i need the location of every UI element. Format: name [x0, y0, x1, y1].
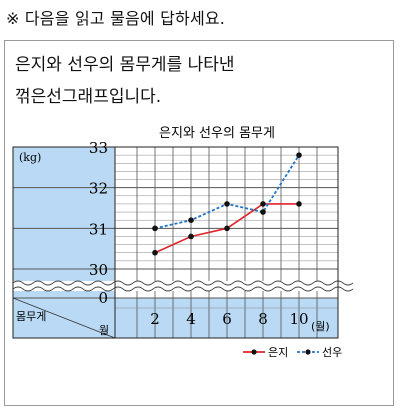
y-tick-label: 30	[89, 261, 108, 279]
x-tick-label: 8	[258, 310, 268, 328]
y-tick-label: 31	[89, 220, 108, 238]
axis-break-gap	[13, 281, 338, 291]
series-1-point	[224, 201, 230, 207]
series-0-point	[296, 201, 302, 207]
question-card: 은지와 선우의 몸무게를 나타낸 꺾은선그래프입니다. 은지와 선우의 몸무게 …	[4, 40, 394, 406]
axis-break-line-bottom	[12, 286, 354, 292]
header-label-weight: 몸무게	[16, 310, 46, 323]
series-0-point	[260, 201, 266, 207]
question-text: 은지와 선우의 몸무게를 나타낸 꺾은선그래프입니다.	[15, 49, 235, 113]
legend-label-1: 선우	[322, 346, 342, 359]
x-tick-label: 4	[186, 310, 196, 328]
x-tick-label: 2	[150, 310, 160, 328]
y-axis-band	[13, 147, 115, 338]
x-axis-band	[115, 298, 338, 338]
legend-marker-0	[251, 349, 257, 355]
chart-title: 은지와 선우의 몸무게	[159, 126, 275, 141]
x-unit-label: (월)	[311, 320, 330, 333]
series-0-point	[152, 249, 158, 256]
x-tick-label: 6	[222, 310, 232, 328]
question-line-1: 은지와 선우의 몸무게를 나타낸	[15, 55, 235, 75]
series-1-point	[152, 225, 158, 232]
series-1-point	[260, 209, 266, 215]
axis-break-line-top	[12, 280, 354, 286]
y-tick-label: 33	[89, 139, 108, 157]
x-tick-label: 10	[289, 310, 308, 328]
instruction-text: ※ 다음을 읽고 물음에 답하세요.	[6, 9, 226, 28]
legend-marker-1	[305, 349, 311, 355]
y-unit-label: (kg)	[19, 151, 41, 164]
series-1-point	[296, 152, 302, 158]
header-label-month: 월	[99, 324, 109, 337]
series-1-point	[188, 217, 194, 223]
question-line-2: 꺾은선그래프입니다.	[15, 87, 162, 107]
header-diagonal	[12, 297, 116, 339]
y-tick-label-zero: 0	[98, 289, 108, 307]
chart-frame	[12, 146, 339, 339]
series-0-point	[188, 233, 194, 240]
legend-label-0: 은지	[268, 346, 288, 359]
y-tick-label: 32	[89, 180, 108, 198]
series-0-point	[224, 225, 230, 232]
